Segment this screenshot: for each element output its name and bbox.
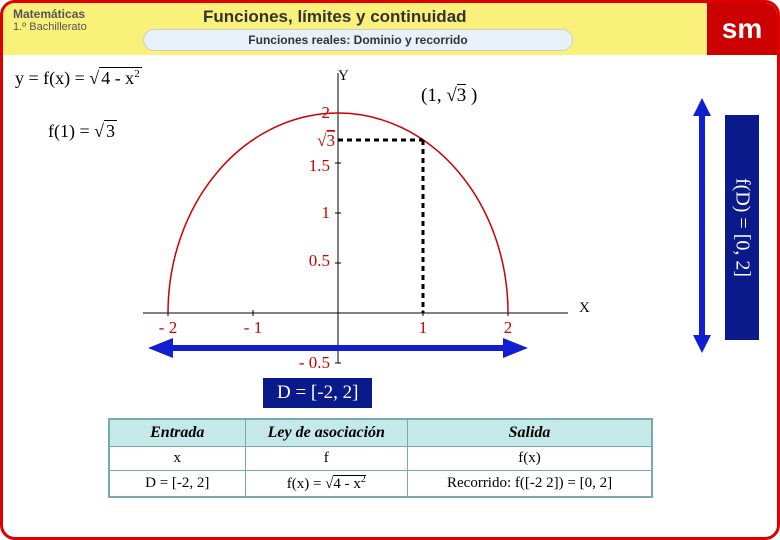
slide-frame: Matemáticas 1.º Bachillerato Funciones, … bbox=[0, 0, 780, 540]
range-arrow-svg bbox=[687, 98, 717, 353]
main-title: Funciones, límites y continuidad bbox=[203, 7, 467, 27]
svg-text:1: 1 bbox=[322, 203, 331, 222]
svg-text:- 1: - 1 bbox=[244, 318, 262, 337]
header-bar: Matemáticas 1.º Bachillerato Funciones, … bbox=[3, 3, 777, 55]
x-tick-labels: - 2 - 1 1 2 bbox=[159, 318, 512, 337]
svg-text:2: 2 bbox=[322, 103, 331, 122]
table-cell: D = [-2, 2] bbox=[110, 471, 246, 497]
subtitle-pill: Funciones reales: Dominio y recorrido bbox=[143, 29, 573, 51]
range-arrow-bottom bbox=[693, 335, 711, 353]
range-box: f(D) = [0, 2] bbox=[725, 115, 759, 340]
table-header-row: Entrada Ley de asociación Salida bbox=[110, 420, 652, 447]
table-cell: f(x) bbox=[408, 447, 652, 471]
table-cell: Recorrido: f([-2 2]) = [0, 2] bbox=[408, 471, 652, 497]
svg-text:√3: √3 bbox=[317, 131, 335, 150]
content-area: y = f(x) = √4 - x2 f(1) = √3 Y (1, √3 ) … bbox=[3, 63, 777, 537]
table-cell: f(x) = √4 - x2 bbox=[245, 471, 408, 497]
chart-svg: - 2 - 1 1 2 2 √3 1.5 1 0.5 - 0.5 bbox=[3, 63, 623, 373]
svg-text:0.5: 0.5 bbox=[309, 251, 330, 270]
svg-text:1: 1 bbox=[419, 318, 428, 337]
table-cell: f bbox=[245, 447, 408, 471]
table-row: D = [-2, 2] f(x) = √4 - x2 Recorrido: f(… bbox=[110, 471, 652, 497]
table-header: Ley de asociación bbox=[245, 420, 408, 447]
table-row: x f f(x) bbox=[110, 447, 652, 471]
domain-box: D = [-2, 2] bbox=[263, 378, 372, 408]
y-tick-labels: 2 √3 1.5 1 0.5 - 0.5 bbox=[299, 103, 335, 372]
logo: sm bbox=[707, 3, 777, 55]
range-text: f(D) = [0, 2] bbox=[731, 178, 754, 277]
table-wrap: Entrada Ley de asociación Salida x f f(x… bbox=[108, 418, 653, 498]
table-cell: x bbox=[110, 447, 246, 471]
svg-text:1.5: 1.5 bbox=[309, 156, 330, 175]
mapping-table: Entrada Ley de asociación Salida x f f(x… bbox=[109, 419, 652, 497]
subject-text: Matemáticas bbox=[13, 7, 87, 21]
header-left: Matemáticas 1.º Bachillerato bbox=[13, 7, 87, 33]
table-header: Salida bbox=[408, 420, 652, 447]
domain-arrow-right bbox=[503, 338, 528, 358]
table-header: Entrada bbox=[110, 420, 246, 447]
svg-text:- 0.5: - 0.5 bbox=[299, 353, 330, 372]
svg-text:- 2: - 2 bbox=[159, 318, 177, 337]
grade-text: 1.º Bachillerato bbox=[13, 21, 87, 33]
svg-text:2: 2 bbox=[504, 318, 513, 337]
range-arrow-top bbox=[693, 98, 711, 116]
domain-arrow-left bbox=[148, 338, 173, 358]
